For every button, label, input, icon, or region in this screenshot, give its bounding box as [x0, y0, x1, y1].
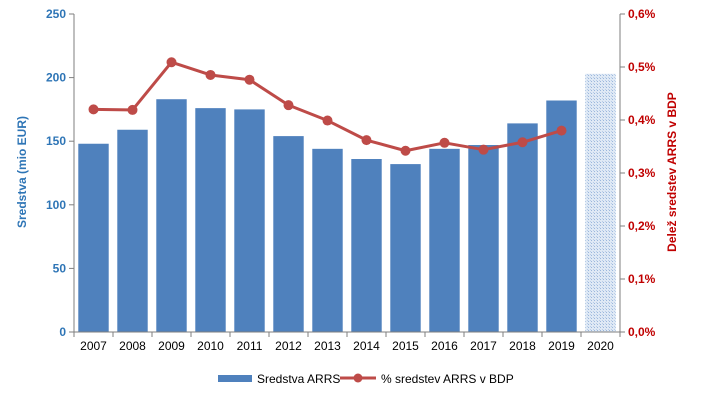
y-tick-label: 150	[46, 134, 66, 148]
line-point-2012	[283, 100, 294, 111]
x-tick-label: 2010	[197, 339, 224, 353]
x-tick-label: 2018	[509, 339, 536, 353]
y2-tick-label: 0,3%	[628, 166, 656, 180]
y2-tick-label: 0,6%	[628, 7, 656, 21]
bar-2009	[156, 99, 187, 332]
y-tick-label: 0	[59, 325, 66, 339]
bar-2010	[195, 108, 226, 332]
bar-2016	[429, 148, 460, 332]
x-tick-label: 2013	[314, 339, 341, 353]
legend: Sredstva ARRS % sredstev ARRS v BDP	[218, 372, 514, 386]
line-point-2016	[439, 137, 450, 148]
x-tick-label: 2020	[587, 339, 614, 353]
legend-marker-line	[353, 373, 363, 383]
y2-axis-title: Delež sredstev ARRS v BDP	[665, 92, 679, 252]
bar-series	[78, 73, 616, 333]
bar-2011	[234, 109, 265, 333]
y-tick-label: 50	[53, 261, 67, 275]
line-point-2017	[478, 144, 489, 155]
x-tick-label: 2015	[392, 339, 419, 353]
legend-swatch-bars	[218, 375, 252, 382]
y2-tick-label: 0,0%	[628, 325, 656, 339]
y2-tick-label: 0,5%	[628, 60, 656, 74]
tick-labels: 0 50 100 150 200 250 0,0% 0,1% 0,2% 0,3% 0,4% 0,5% 0…	[46, 7, 656, 353]
x-tick-label: 2008	[119, 339, 146, 353]
y2-tick-label: 0,2%	[628, 219, 656, 233]
y-tick-label: 200	[46, 71, 66, 85]
legend-label-bars: Sredstva ARRS	[257, 372, 340, 386]
x-tick-label: 2007	[80, 339, 107, 353]
x-tick-label: 2009	[158, 339, 185, 353]
y-axis-title: Sredstva (mio EUR)	[15, 116, 29, 228]
bar-2008	[117, 129, 148, 332]
line-point-2010	[205, 69, 216, 80]
x-tick-label: 2012	[275, 339, 302, 353]
bar-2018	[507, 123, 538, 332]
bar-2013	[312, 148, 343, 332]
bar-2015	[390, 164, 421, 332]
legend-label-line: % sredstev ARRS v BDP	[381, 372, 514, 386]
y2-tick-label: 0,1%	[628, 272, 656, 286]
line-point-2011	[244, 74, 255, 85]
y-tick-label: 250	[46, 7, 66, 21]
line-point-2018	[517, 137, 528, 148]
line-point-2007	[88, 104, 99, 115]
line-point-2008	[127, 104, 138, 115]
bar-2020	[585, 73, 616, 332]
bar-2014	[351, 159, 382, 332]
line-point-2009	[166, 57, 177, 68]
line-point-2019	[556, 125, 567, 136]
axes	[69, 13, 625, 337]
x-tick-label: 2019	[548, 339, 575, 353]
line-point-2013	[322, 115, 333, 126]
y-tick-label: 100	[46, 198, 66, 212]
x-tick-label: 2016	[431, 339, 458, 353]
line-series	[88, 57, 567, 156]
x-tick-label: 2014	[353, 339, 380, 353]
bar-2019	[546, 100, 577, 332]
x-tick-label: 2011	[237, 339, 263, 353]
bar-2017	[468, 145, 499, 332]
bar-2012	[273, 136, 304, 332]
line-point-2015	[400, 145, 411, 156]
line-point-2014	[361, 135, 372, 146]
bar-2007	[78, 143, 109, 332]
x-tick-label: 2017	[470, 339, 497, 353]
y2-tick-label: 0,4%	[628, 113, 656, 127]
